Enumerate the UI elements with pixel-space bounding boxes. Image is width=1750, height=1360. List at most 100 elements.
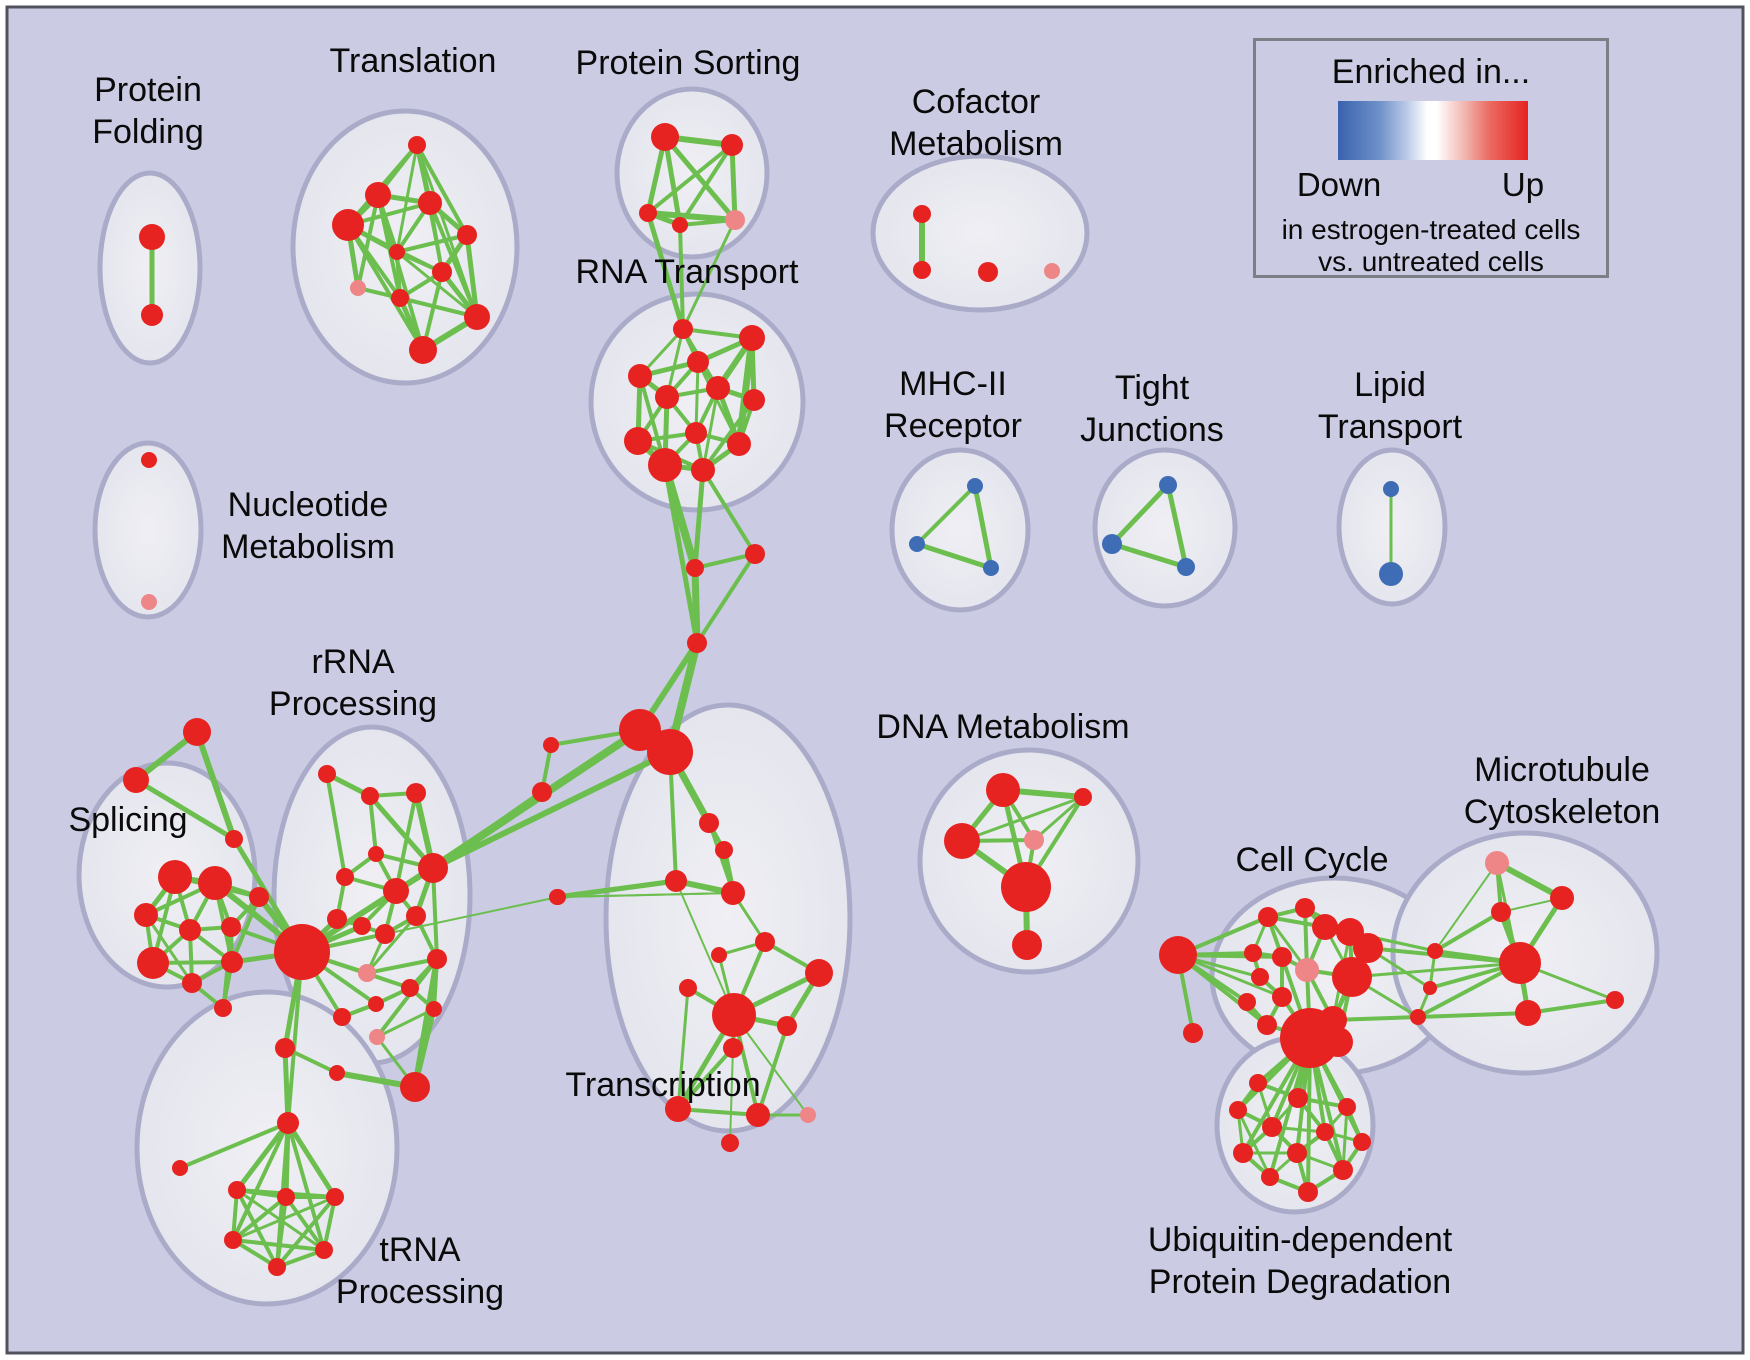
rrna-processing-node-6 (383, 878, 409, 904)
cofactor-metabolism-node-0 (913, 205, 931, 223)
protein-sorting-edge (729, 142, 738, 223)
dna-metabolism-node-3 (1024, 830, 1044, 850)
rna-transport-edge (701, 386, 720, 472)
rrna-processing-node-14 (401, 979, 419, 997)
translation-edge (395, 233, 469, 254)
legend-gradient-bar (1338, 101, 1528, 160)
tight-junctions-edge (1109, 482, 1171, 547)
transcription-node-11 (723, 1038, 743, 1058)
cell-cycle-node-14 (1257, 1015, 1277, 1035)
cell-cycle-node-12 (1272, 987, 1292, 1007)
rrna-processing-edge (365, 957, 439, 975)
rna-transport-edge (696, 360, 741, 446)
legend-subtitle-line2: vs. untreated cells (1318, 246, 1544, 277)
splicing-node-6 (137, 947, 169, 979)
trna-processing-edge (322, 1195, 337, 1252)
trna-processing-node-1 (172, 1160, 188, 1176)
ubiquitin-degradation-node-6 (1353, 1133, 1371, 1151)
transcription-node-9 (712, 993, 756, 1037)
connectors-node-4 (647, 729, 693, 775)
translation-node-9 (464, 304, 490, 330)
microtubule-cytoskeleton-node-8 (1410, 1009, 1426, 1025)
rrna-processing-node-19 (329, 1065, 345, 1081)
translation-node-7 (350, 280, 366, 296)
translation-node-8 (391, 289, 409, 307)
mhc-ii-receptor-node-2 (983, 560, 999, 576)
cell-cycle-node-2 (1258, 907, 1278, 927)
ubiquitin-degradation-node-1 (1288, 1088, 1308, 1108)
link-edge (701, 468, 757, 556)
splicing-node-3 (179, 919, 201, 941)
trna-processing-node-2 (228, 1181, 246, 1199)
trna-processing-edge (231, 1238, 326, 1252)
link-edge (555, 878, 679, 900)
connectors-edge (194, 729, 237, 842)
trna-processing-node-4 (326, 1188, 344, 1206)
nucleotide-metabolism-label-line-1: Metabolism (221, 528, 395, 566)
trna-processing-edge (231, 1195, 337, 1242)
cell-cycle-node-17 (1280, 1008, 1340, 1068)
rrna-processing-node-16 (333, 1008, 351, 1026)
rna-transport-node-1 (739, 325, 765, 351)
rna-transport-node-5 (706, 376, 730, 400)
transcription-label-line-0: Transcription (565, 1066, 760, 1104)
link-edge (282, 1045, 291, 1126)
translation-node-3 (418, 191, 442, 215)
rrna-processing-node-8 (353, 917, 371, 935)
splicing-node-8 (182, 973, 202, 993)
rna-transport-node-9 (727, 432, 751, 456)
link-edge (662, 462, 700, 646)
protein-folding-node-0 (139, 224, 165, 250)
trna-processing-edge (285, 1120, 338, 1200)
tight-junctions-edge (1109, 541, 1189, 570)
connectors-node-9 (225, 830, 243, 848)
microtubule-cytoskeleton-edge (1495, 861, 1530, 1015)
trna-processing-label-line-1: Processing (336, 1273, 504, 1311)
dna-metabolism-edge (960, 795, 1085, 843)
rna-transport-node-8 (624, 427, 652, 455)
transcription-node-12 (665, 1096, 691, 1122)
cofactor-metabolism-node-1 (913, 261, 931, 279)
protein-sorting-edge (646, 143, 734, 215)
ubiquitin-degradation-edge (1341, 1105, 1349, 1172)
microtubule-cytoskeleton-node-4 (1515, 1000, 1541, 1026)
rrna-processing-node-1 (361, 787, 379, 805)
nodes (123, 123, 1624, 1276)
protein-folding-label-line-0: Protein (94, 71, 202, 109)
legend-down-label: Down (1296, 166, 1382, 203)
rrna-processing-node-2 (406, 783, 426, 803)
rrna-processing-edge (375, 957, 439, 1039)
mhc-ii-receptor-edge (972, 483, 994, 571)
protein-sorting-edge (662, 134, 683, 228)
splicing-node-5 (249, 887, 269, 907)
link-edge (557, 892, 734, 898)
rna-transport-node-6 (743, 389, 765, 411)
cofactor-metabolism-ellipse (870, 153, 1090, 313)
transcription-node-6 (711, 947, 727, 963)
transcription-node-5 (755, 932, 775, 952)
rrna-processing-node-5 (418, 853, 448, 883)
connectors-edge (133, 777, 237, 842)
splicing-node-0 (158, 860, 192, 894)
splicing-label-line-0: Splicing (68, 801, 187, 839)
transcription-edge (675, 880, 735, 1016)
cofactor-metabolism-label-line-1: Metabolism (889, 125, 1063, 163)
dna-metabolism-node-1 (944, 823, 980, 859)
transcription-node-7 (679, 979, 697, 997)
dna-metabolism-node-5 (1012, 930, 1042, 960)
rrna-processing-node-12 (358, 964, 376, 982)
translation-node-1 (365, 182, 391, 208)
splicing-edge (144, 913, 194, 985)
ubiquitin-degradation-node-8 (1287, 1143, 1307, 1163)
tight-junctions-node-0 (1159, 476, 1177, 494)
connectors-node-8 (123, 767, 149, 793)
connectors-node-2 (687, 633, 707, 653)
microtubule-cytoskeleton-edge (1494, 860, 1565, 901)
dna-metabolism-node-0 (986, 773, 1020, 807)
mhc-ii-receptor-edge (915, 484, 977, 546)
transcription-node-3 (721, 881, 745, 905)
translation-node-10 (409, 336, 437, 364)
legend-title: Enriched in... (1331, 53, 1531, 91)
dna-metabolism-node-4 (1001, 862, 1051, 912)
microtubule-cytoskeleton-node-7 (1423, 981, 1437, 995)
